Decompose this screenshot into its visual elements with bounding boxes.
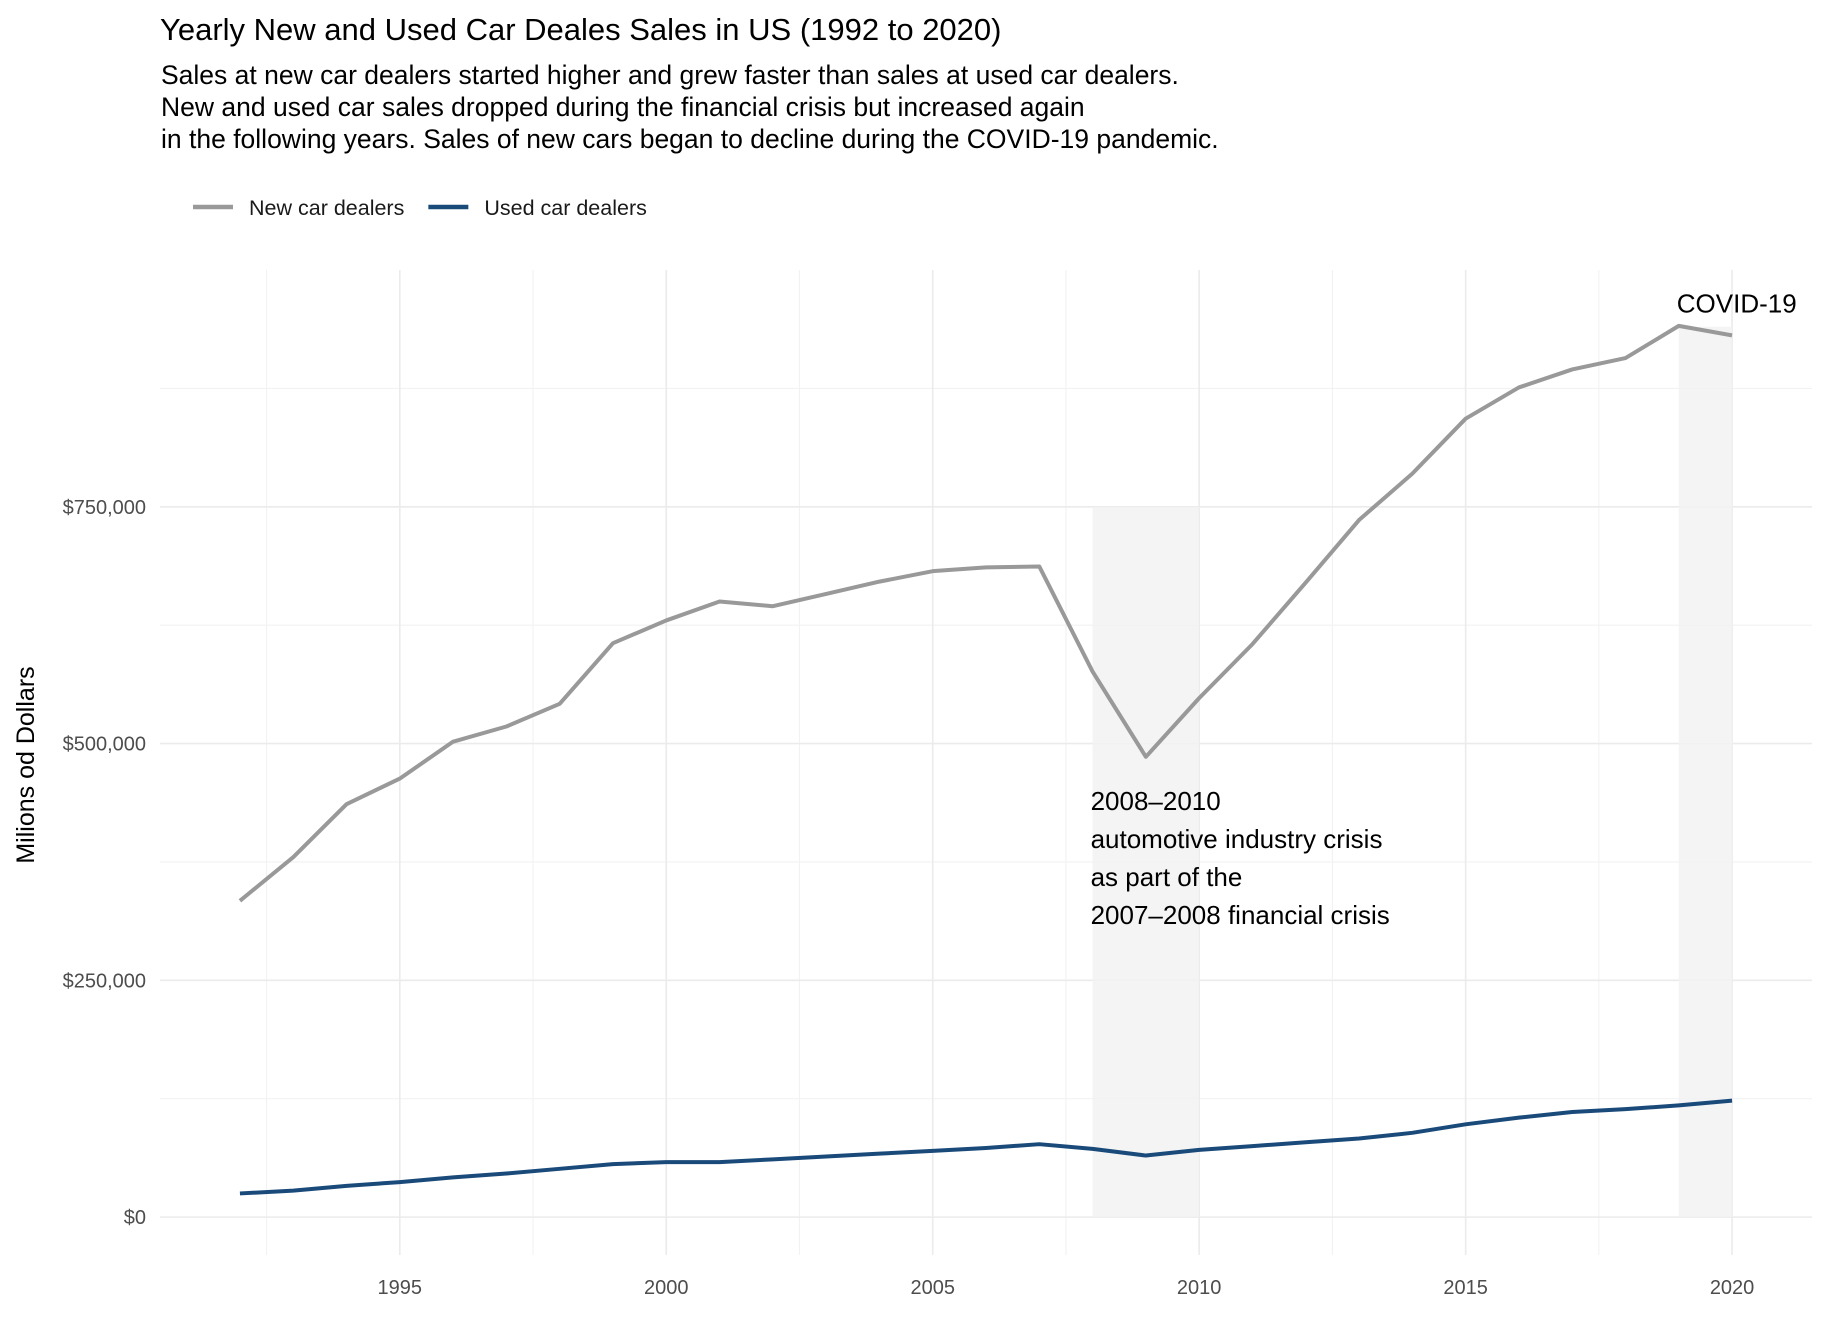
x-tick-label: 2005 (910, 1277, 955, 1299)
chart-subtitle-line-2: New and used car sales dropped during th… (161, 92, 1085, 122)
annotation-line: automotive industry crisis (1091, 824, 1383, 854)
y-tick-label: $250,000 (63, 970, 146, 992)
x-tick-label: 2000 (644, 1277, 689, 1299)
y-tick-label: $0 (124, 1207, 146, 1229)
annotation: 2008–2010 automotive industry crisis as pa… (1091, 786, 1390, 930)
annotations: 2008–2010 automotive industry crisis as pa… (1091, 289, 1797, 930)
series-line-used-car-dealers (239, 1098, 1733, 1196)
annotation-line: COVID-19 (1677, 289, 1797, 319)
x-tick-label: 2015 (1443, 1277, 1488, 1299)
shaded-regions (1092, 326, 1733, 1218)
x-axis-ticks: 1995 2000 2005 2010 2015 2020 (378, 1277, 1755, 1299)
chart-title: Yearly New and Used Car Deales Sales in … (160, 12, 1001, 47)
y-tick-label: $500,000 (63, 734, 146, 756)
series-line-new-car-dealers (238, 323, 1733, 903)
chart-subtitle-line-3: in the following years. Sales of new car… (161, 124, 1219, 154)
annotation: COVID-19 (1677, 289, 1797, 319)
annotation-line: 2008–2010 (1091, 786, 1221, 816)
legend-label: Used car dealers (484, 196, 647, 220)
annotation-line: 2007–2008 financial crisis (1091, 900, 1390, 930)
grid (160, 270, 1812, 1255)
legend: New car dealers Used car dealers (193, 196, 647, 220)
x-tick-label: 2020 (1710, 1277, 1755, 1299)
shaded-region (1678, 326, 1733, 1218)
chart-subtitle-line-1: Sales at new car dealers started higher … (161, 60, 1179, 90)
series-lines (238, 323, 1733, 1196)
y-axis-title: Milions od Dollars (12, 666, 40, 863)
legend-label: New car dealers (249, 196, 404, 220)
y-axis-ticks: $0 $250,000 $500,000 $750,000 (63, 497, 146, 1229)
shaded-region (1092, 506, 1200, 1218)
x-tick-label: 1995 (378, 1277, 423, 1299)
x-tick-label: 2010 (1177, 1277, 1222, 1299)
y-tick-label: $750,000 (63, 497, 146, 519)
annotation-line: as part of the (1091, 862, 1243, 892)
